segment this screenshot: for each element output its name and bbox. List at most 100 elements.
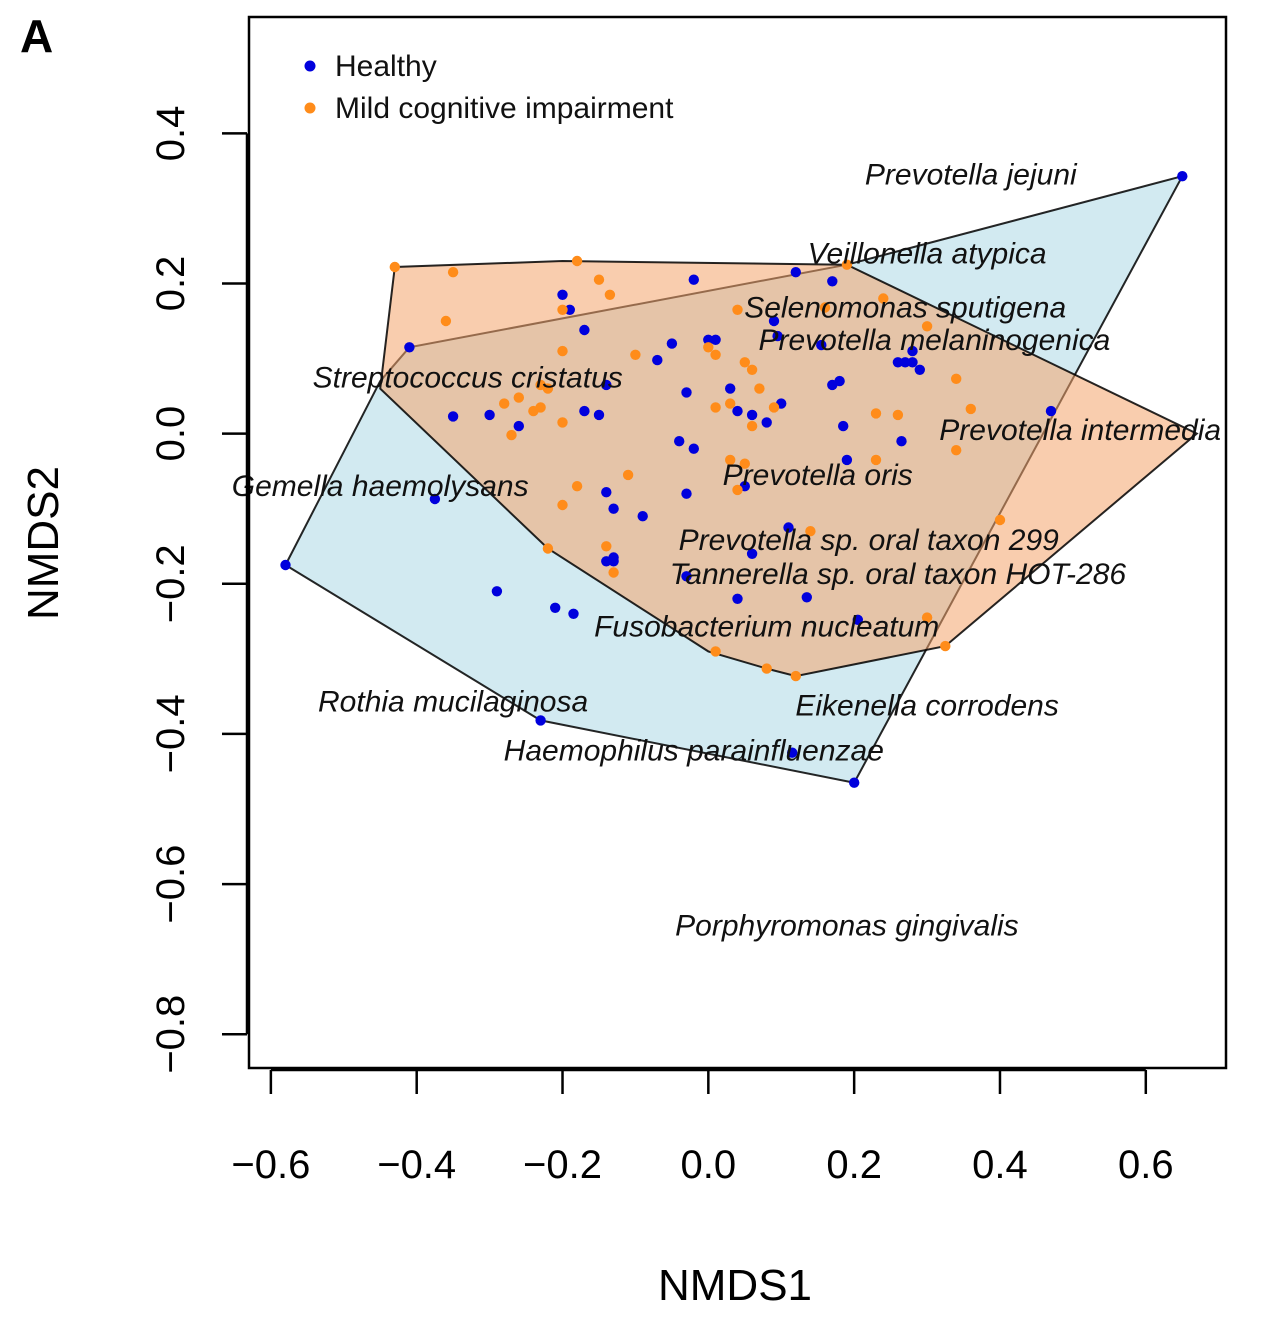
point-mci — [604, 289, 616, 300]
point-mci — [571, 255, 583, 267]
point-mci — [447, 267, 459, 278]
point-mci — [819, 302, 831, 313]
point-healthy — [681, 571, 692, 582]
point-healthy — [535, 715, 546, 726]
point-mci — [557, 417, 568, 428]
point-healthy — [688, 274, 699, 285]
point-mci — [951, 445, 962, 456]
point-mci — [870, 408, 882, 419]
point-healthy — [579, 324, 590, 336]
point-healthy — [746, 548, 758, 559]
x-axis-title: NMDS1 — [658, 1261, 812, 1310]
point-healthy — [914, 364, 925, 375]
point-mci — [921, 321, 933, 332]
point-healthy — [681, 387, 692, 398]
point-mci — [739, 458, 750, 469]
point-mci — [940, 640, 951, 652]
point-healthy — [703, 334, 714, 345]
point-mci — [608, 567, 619, 578]
point-healthy — [816, 339, 827, 351]
point-healthy — [725, 383, 736, 394]
point-mci — [746, 364, 758, 375]
point-healthy — [787, 747, 798, 758]
x-tick-label: 0.2 — [826, 1143, 882, 1187]
point-healthy — [601, 379, 612, 391]
point-healthy — [564, 304, 575, 315]
point-healthy — [447, 411, 459, 422]
x-tick-label: −0.4 — [377, 1143, 456, 1187]
point-healthy — [732, 405, 743, 417]
point-healthy — [674, 436, 685, 447]
point-mci — [703, 342, 714, 353]
legend: Healthy Mild cognitive impairment — [304, 50, 674, 125]
point-healthy — [801, 592, 812, 603]
point-healthy — [484, 409, 495, 421]
point-mci — [870, 454, 882, 466]
point-healthy — [1045, 405, 1057, 417]
species-label: Prevotella sp. oral taxon 299 — [679, 524, 1060, 557]
point-mci — [710, 646, 721, 657]
point-healthy — [579, 405, 590, 417]
point-mci — [571, 481, 583, 492]
y-tick-label: 0.2 — [149, 256, 193, 312]
point-healthy — [907, 357, 918, 368]
point-healthy — [892, 357, 904, 368]
point-mci — [761, 663, 772, 674]
legend-label-healthy: Healthy — [335, 50, 437, 83]
point-mci — [513, 392, 524, 403]
point-healthy — [601, 487, 612, 498]
species-label: Streptococcus cristatus — [313, 361, 623, 394]
x-tick-label: 0.4 — [972, 1143, 1028, 1187]
point-mci — [841, 259, 853, 270]
y-tick-label: 0.4 — [149, 106, 193, 162]
species-label: Prevotella intermedia — [939, 414, 1221, 447]
point-mci — [593, 274, 605, 285]
point-mci — [535, 402, 546, 413]
point-healthy — [841, 454, 853, 466]
species-label: Gemella haemolysans — [232, 470, 529, 503]
species-label: Porphyromonas gingivalis — [675, 909, 1019, 942]
point-healthy — [404, 342, 415, 353]
point-healthy — [491, 586, 503, 597]
point-mci — [805, 526, 816, 537]
point-mci — [768, 402, 780, 413]
point-mci — [557, 499, 568, 511]
point-mci — [725, 398, 736, 409]
legend-marker-healthy — [304, 60, 316, 72]
species-label: Fusobacterium nucleatum — [594, 611, 939, 644]
point-mci — [732, 304, 743, 315]
point-healthy — [852, 614, 863, 625]
point-healthy — [593, 409, 605, 421]
point-healthy — [772, 330, 783, 342]
point-healthy — [761, 417, 772, 428]
point-healthy — [790, 267, 801, 278]
point-mci — [754, 383, 765, 394]
point-healthy — [907, 345, 918, 357]
point-healthy — [827, 276, 838, 287]
point-mci — [739, 357, 750, 368]
y-axis-title: NMDS2 — [19, 466, 68, 620]
y-tick-label: 0.0 — [149, 406, 193, 462]
species-label: Selenomonas sputigena — [744, 292, 1066, 325]
point-healthy — [768, 315, 780, 327]
species-annotation-group: Prevotella jejuni Veillonella atypica Sele… — [232, 159, 1221, 943]
point-mci — [542, 543, 554, 554]
species-label: Veillonella atypica — [808, 238, 1047, 271]
species-label: Prevotella melaninogenica — [758, 324, 1110, 357]
point-mci — [601, 541, 612, 552]
plot-frame — [247, 15, 1228, 1070]
point-healthy — [838, 420, 849, 432]
point-mci — [965, 403, 976, 415]
species-label: Rothia mucilaginosa — [318, 686, 588, 719]
point-healthy — [681, 488, 692, 499]
species-label: Tannerella sp. oral taxon HOT-286 — [670, 558, 1127, 591]
hull-group — [284, 174, 1199, 784]
species-label: Eikenella corrodens — [795, 689, 1058, 722]
point-healthy — [896, 436, 907, 447]
point-mci — [725, 454, 736, 466]
point-healthy — [557, 289, 568, 300]
point-mci — [710, 402, 721, 413]
x-tick-label: −0.6 — [231, 1143, 310, 1187]
point-healthy — [513, 420, 524, 432]
species-label: Prevotella jejuni — [865, 159, 1078, 192]
